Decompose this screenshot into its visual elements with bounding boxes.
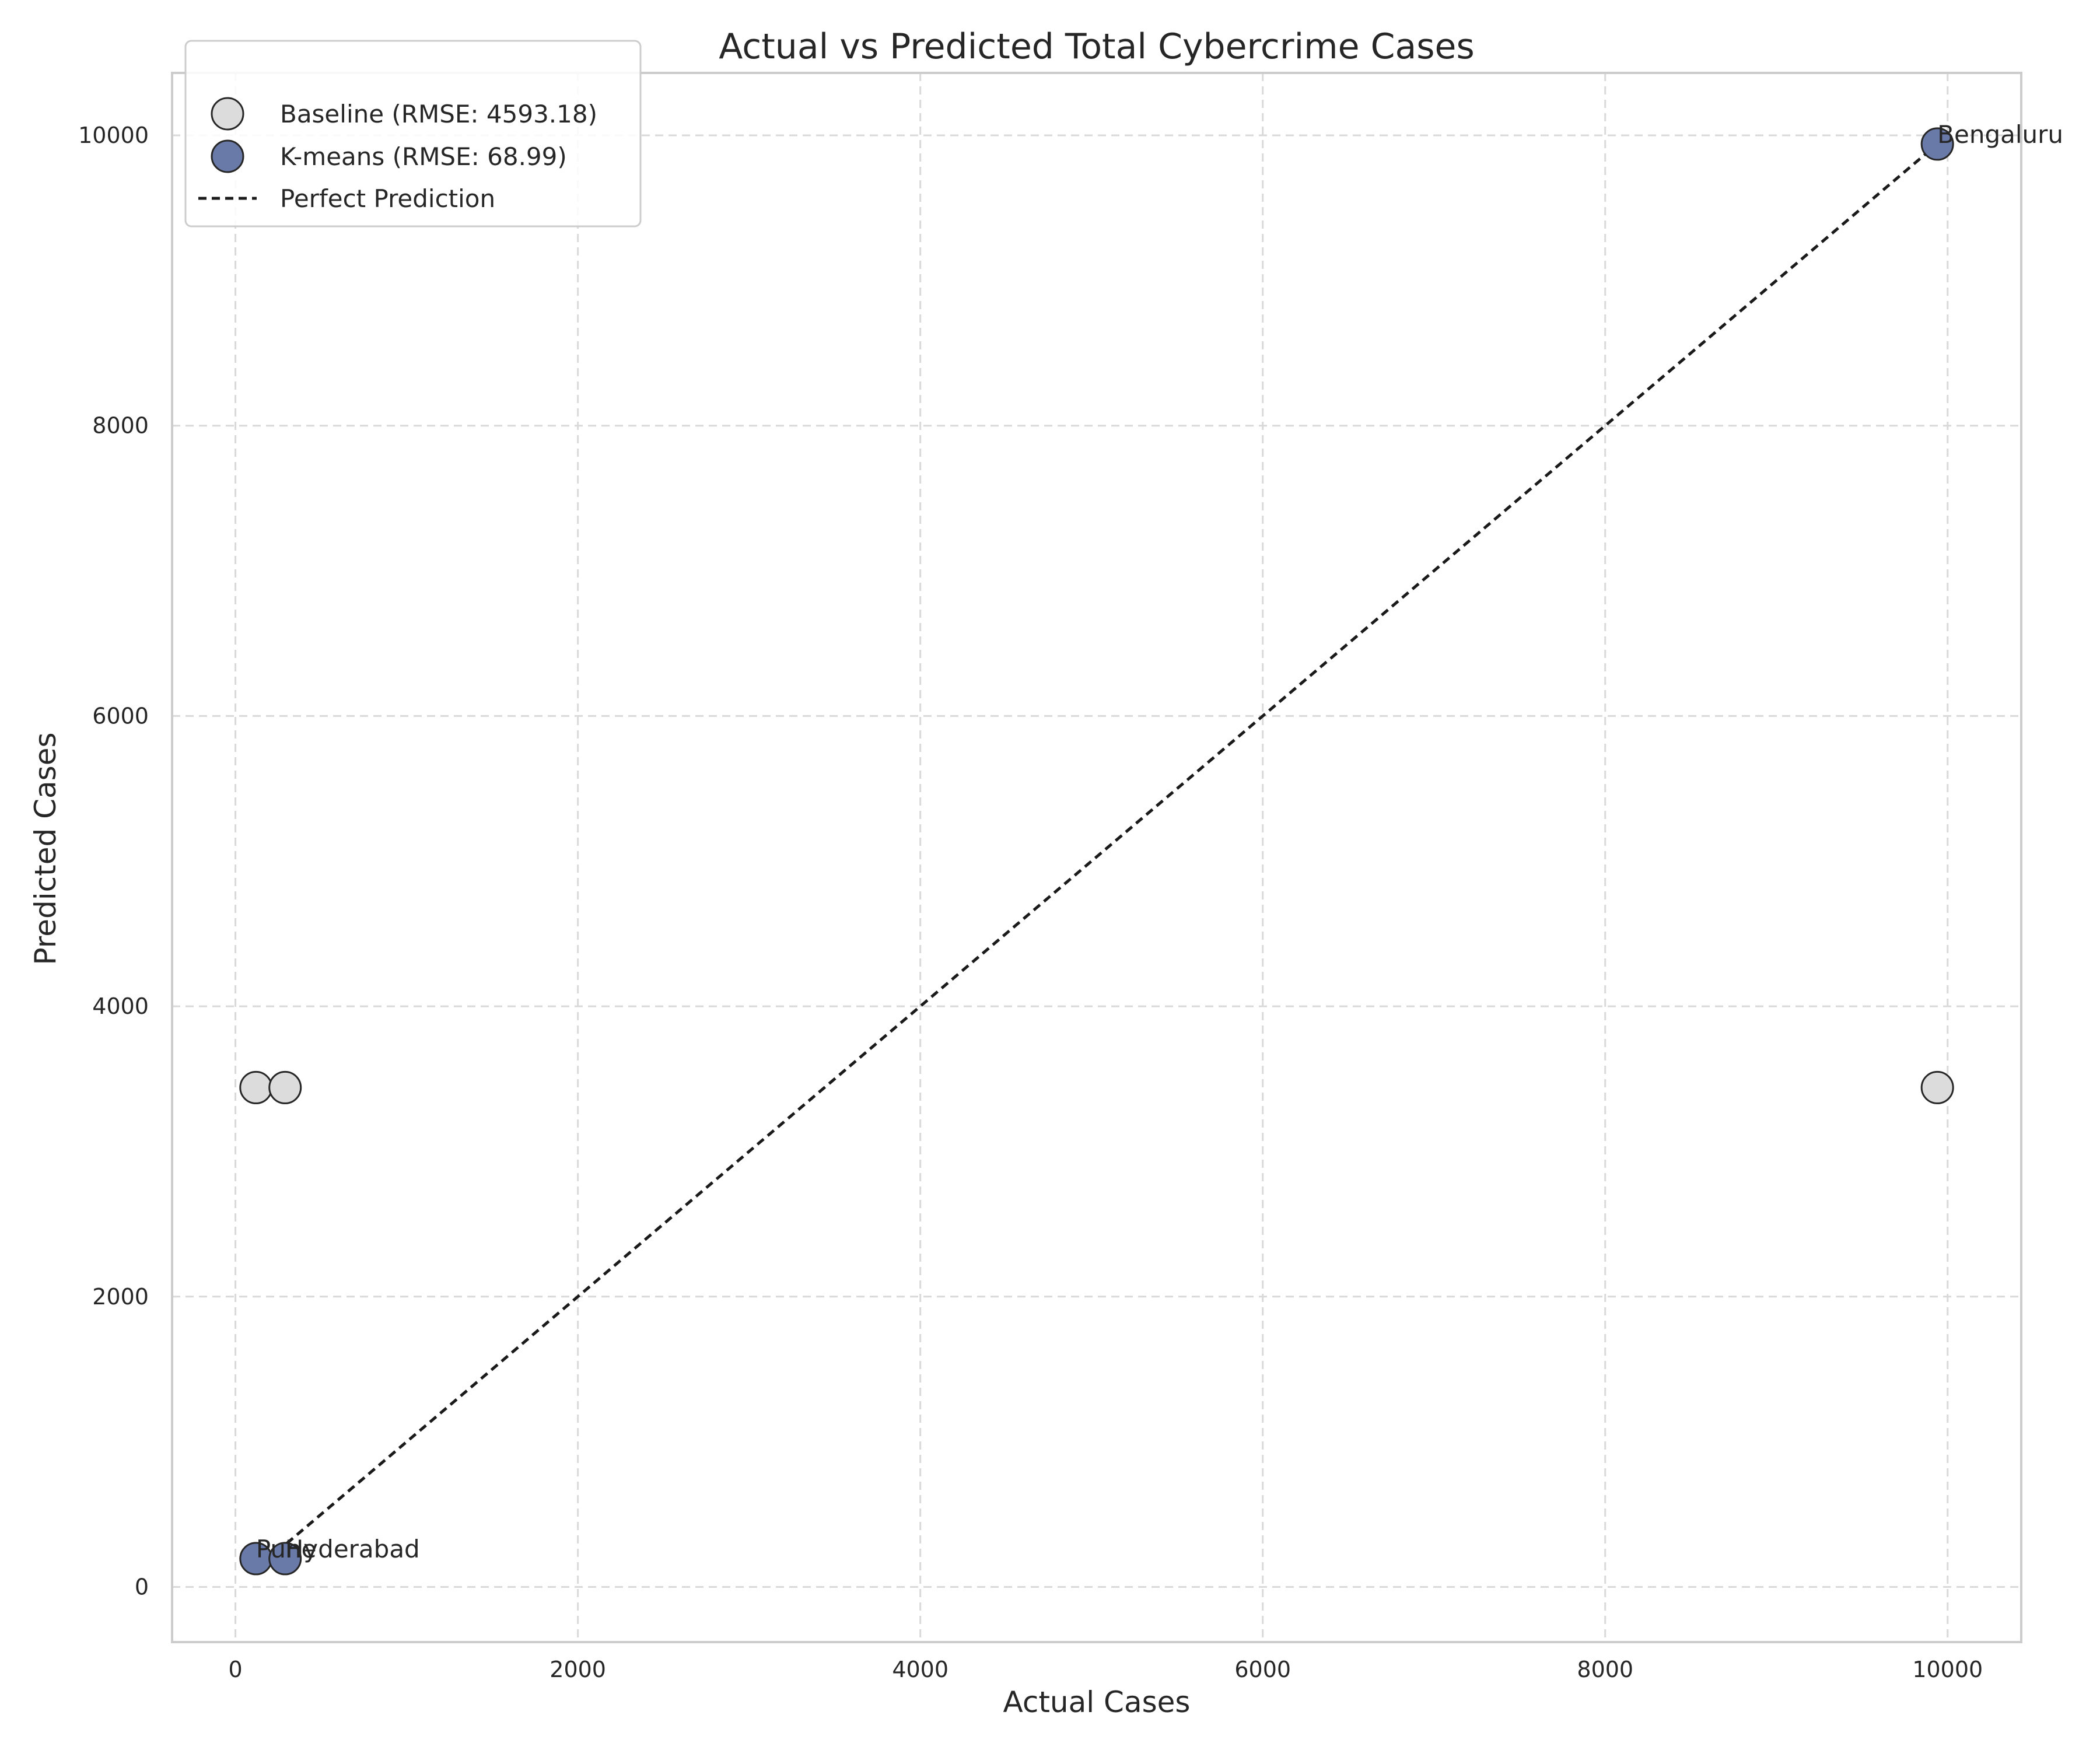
tick-labels: 0 2000 4000 6000 8000 10000 0 2000 4000 6000 8000 1… bbox=[78, 123, 1983, 1682]
y-axis-label: Predicted Cases bbox=[29, 732, 62, 965]
x-tick-label: 10000 bbox=[1912, 1657, 1983, 1682]
kmeans-point bbox=[268, 1542, 302, 1576]
legend-marker-baseline bbox=[211, 97, 244, 131]
y-tick-label: 4000 bbox=[92, 993, 149, 1019]
baseline-point bbox=[1920, 1070, 1954, 1104]
legend-label-perfect-prediction: Perfect Prediction bbox=[280, 184, 495, 213]
plot-frame bbox=[171, 72, 2022, 1643]
grid bbox=[172, 73, 2021, 1642]
x-tick-label: 6000 bbox=[1234, 1657, 1291, 1682]
point-label: Pune bbox=[256, 1535, 317, 1563]
legend: Baseline (RMSE: 4593.18) K-means (RMSE: … bbox=[184, 40, 642, 228]
legend-marker-kmeans bbox=[211, 139, 244, 173]
y-tick-label: 8000 bbox=[92, 413, 149, 439]
point-label: Bengaluru bbox=[1937, 120, 2063, 149]
x-tick-label: 8000 bbox=[1577, 1657, 1633, 1682]
x-tick-label: 2000 bbox=[550, 1657, 606, 1682]
y-tick-label: 0 bbox=[135, 1574, 149, 1600]
x-tick-label: 4000 bbox=[892, 1657, 949, 1682]
x-tick-label: 0 bbox=[229, 1657, 243, 1682]
kmeans-point bbox=[1920, 127, 1954, 161]
y-tick-label: 10000 bbox=[78, 123, 149, 148]
y-tick-label: 2000 bbox=[92, 1284, 149, 1310]
reference-line-layer bbox=[255, 143, 1938, 1571]
data-points bbox=[239, 127, 1954, 1576]
baseline-point bbox=[268, 1070, 302, 1104]
x-axis-label: Actual Cases bbox=[1003, 1685, 1191, 1719]
baseline-point bbox=[239, 1070, 273, 1104]
legend-label-kmeans: K-means (RMSE: 68.99) bbox=[280, 142, 567, 171]
y-tick-label: 6000 bbox=[92, 703, 149, 729]
chart-title: Actual vs Predicted Total Cybercrime Cas… bbox=[719, 26, 1474, 67]
perfect-prediction-line bbox=[255, 143, 1938, 1571]
legend-box bbox=[184, 40, 642, 228]
legend-label-baseline: Baseline (RMSE: 4593.18) bbox=[280, 100, 597, 128]
point-label: Hyderabad bbox=[285, 1535, 420, 1563]
